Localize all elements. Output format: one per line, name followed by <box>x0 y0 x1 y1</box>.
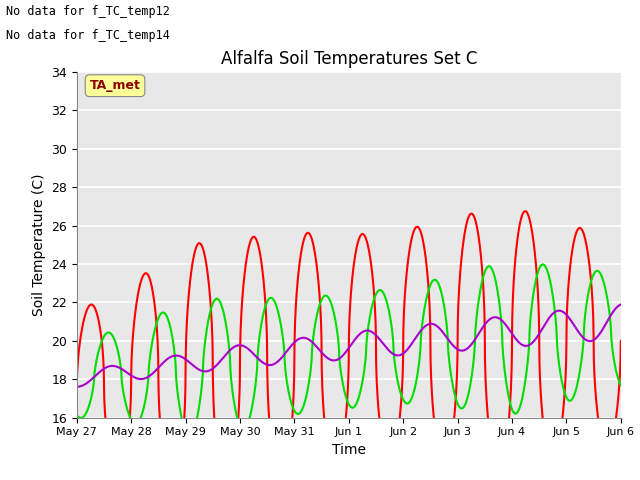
X-axis label: Time: Time <box>332 443 366 457</box>
Text: No data for f_TC_temp14: No data for f_TC_temp14 <box>6 29 170 42</box>
Text: TA_met: TA_met <box>90 79 140 92</box>
Title: Alfalfa Soil Temperatures Set C: Alfalfa Soil Temperatures Set C <box>221 49 477 68</box>
Y-axis label: Soil Temperature (C): Soil Temperature (C) <box>31 174 45 316</box>
Text: No data for f_TC_temp12: No data for f_TC_temp12 <box>6 5 170 18</box>
